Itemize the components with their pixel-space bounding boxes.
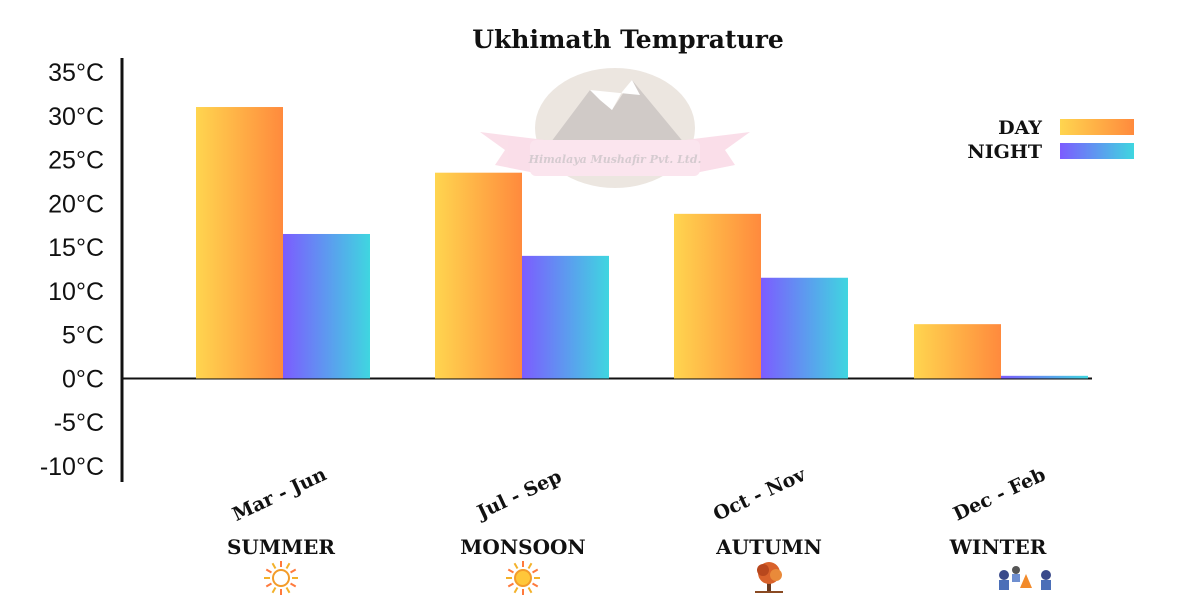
legend-swatch-night xyxy=(1060,143,1134,159)
y-tick-label: -10°C xyxy=(40,453,104,481)
y-tick-label: -5°C xyxy=(54,409,104,437)
bar-night-1 xyxy=(283,233,370,379)
autumn-tree-icon xyxy=(755,562,783,593)
season-icons xyxy=(264,561,1051,595)
legend-label-night: NIGHT xyxy=(967,141,1042,163)
category-labels: Mar - Jun Jul - Sep Oct - Nov Dec - Feb xyxy=(229,463,1049,526)
bar-day-3 xyxy=(674,213,761,379)
legend-swatch-day xyxy=(1060,119,1134,135)
season-label: MONSOON xyxy=(460,535,585,559)
y-tick-label: 10°C xyxy=(48,278,104,306)
season-labels: SUMMER MONSOON AUTUMN WINTER xyxy=(227,535,1047,559)
season-label: WINTER xyxy=(949,535,1047,559)
season-label: SUMMER xyxy=(227,535,335,559)
y-tick-label: 20°C xyxy=(48,190,104,218)
watermark-text: Himalaya Mushafir Pvt. Ltd. xyxy=(528,153,702,166)
bar-night-4 xyxy=(1001,375,1088,379)
bar-day-1 xyxy=(196,107,283,379)
bar-day-4 xyxy=(914,324,1001,379)
bar-night-3 xyxy=(761,277,848,379)
campfire-icon xyxy=(999,566,1051,590)
y-tick-label: 0°C xyxy=(62,365,104,393)
category-label: Jul - Sep xyxy=(472,466,565,525)
season-label: AUTUMN xyxy=(715,535,822,559)
sun-icon xyxy=(506,561,540,595)
y-tick-label: 5°C xyxy=(62,322,104,350)
category-label: Dec - Feb xyxy=(950,464,1049,526)
category-label: Mar - Jun xyxy=(229,463,330,526)
category-label: Oct - Nov xyxy=(710,463,810,525)
y-tick-label: 35°C xyxy=(48,59,104,87)
y-tick-label: 15°C xyxy=(48,234,104,262)
legend-label-day: DAY xyxy=(998,117,1042,139)
chart-title: Ukhimath Temprature xyxy=(472,25,784,54)
sun-icon xyxy=(264,561,298,595)
watermark-logo: Himalaya Mushafir Pvt. Ltd. xyxy=(480,68,750,188)
bar-day-2 xyxy=(435,172,522,379)
y-tick-label: 30°C xyxy=(48,103,104,131)
bars-group xyxy=(196,107,1088,379)
y-axis-ticks: 35°C 30°C 25°C 20°C 15°C 10°C 5°C 0°C -5°C -10°C xyxy=(40,59,104,481)
bar-night-2 xyxy=(522,255,609,379)
y-tick-label: 25°C xyxy=(48,147,104,175)
